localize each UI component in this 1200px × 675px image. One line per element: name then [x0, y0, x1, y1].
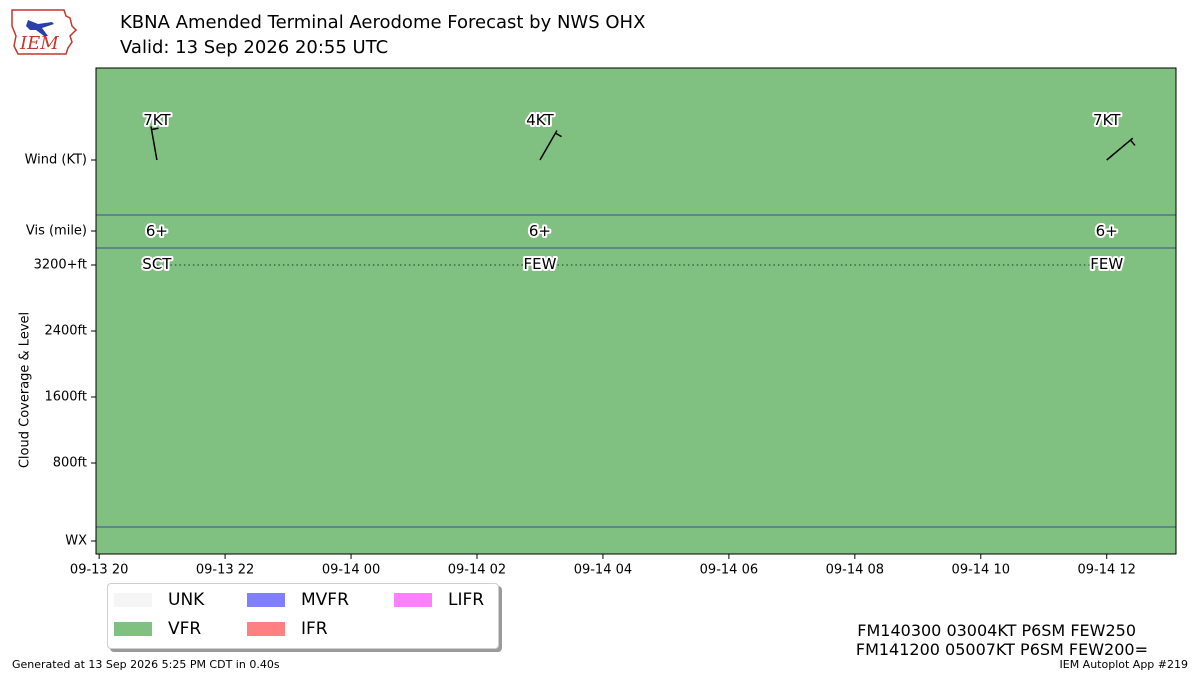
y-tick-cloud-2-label: 1600ft: [44, 390, 87, 405]
legend-label-unk: UNK: [168, 590, 205, 610]
wind-barb-2-staff: [1106, 137, 1134, 161]
iem-logo: IEM: [11, 9, 78, 55]
x-tick-5-label: 09-14 06: [700, 563, 758, 578]
x-tick-2-label: 09-14 00: [322, 563, 380, 578]
plot-frame: [95, 67, 1177, 555]
vis-label-0: 6+: [146, 222, 168, 240]
legend-swatch-ifr: [247, 622, 285, 636]
y-tick-cloud-3-label: 800ft: [53, 456, 87, 471]
legend: UNK MVFR LIFR VFR IFR: [107, 583, 499, 649]
x-tick-3-label: 09-14 02: [448, 563, 506, 578]
sky-label-0: SCT: [142, 255, 172, 273]
taf-chart: Wind (KT) Vis (mile) WX 3200+ft 2400ft 1600ft…: [18, 67, 1177, 578]
vis-label-1: 6+: [529, 222, 551, 240]
y-tick-vis-label: Vis (mile): [26, 224, 87, 239]
y-tick-wx-label: WX: [65, 534, 87, 549]
taf-line-1: FM140300 03004KT P6SM FEW250: [857, 621, 1136, 640]
app-credit: IEM Autoplot App #219: [1059, 658, 1189, 671]
y-tick-wind-label: Wind (KT): [25, 153, 87, 168]
wind-barb-1-staff: [539, 130, 558, 161]
legend-swatch-mvfr: [247, 593, 285, 607]
legend-item-lifr: LIFR: [394, 590, 484, 610]
legend-item-ifr: IFR: [247, 619, 328, 639]
legend-item-vfr: VFR: [114, 619, 201, 639]
wind-label-1: 4KT: [526, 111, 554, 129]
x-tick-8-label: 09-14 12: [1078, 563, 1136, 578]
x-tick-4-label: 09-14 04: [574, 563, 632, 578]
wind-label-0: 7KT: [143, 111, 171, 129]
y-tick-cloud-0-label: 3200+ft: [34, 258, 87, 273]
wind-barb-0-flag: [151, 127, 159, 131]
y-axis-title: Cloud Coverage & Level: [18, 312, 33, 468]
legend-label-mvfr: MVFR: [301, 590, 349, 610]
x-tick-7-label: 09-14 10: [952, 563, 1010, 578]
wind-barb-2-flag: [1129, 139, 1136, 146]
sky-label-1: FEW: [523, 255, 556, 273]
legend-swatch-unk: [114, 593, 152, 607]
legend-swatch-lifr: [394, 593, 432, 607]
generated-note: Generated at 13 Sep 2026 5:25 PM CDT in …: [12, 658, 280, 671]
legend-label-vfr: VFR: [168, 619, 202, 639]
legend-swatch-vfr: [114, 622, 152, 636]
y-tick-cloud-1-label: 2400ft: [44, 324, 87, 339]
wind-barb-1-flag: [555, 132, 562, 138]
legend-item-unk: UNK: [114, 590, 204, 610]
wind-label-2: 7KT: [1093, 111, 1121, 129]
logo-text: IEM: [19, 33, 59, 54]
taf-line-2: FM141200 05007KT P6SM FEW200=: [855, 640, 1148, 659]
x-tick-6-label: 09-14 08: [826, 563, 884, 578]
legend-label-ifr: IFR: [301, 619, 328, 639]
legend-label-lifr: LIFR: [448, 590, 485, 610]
wind-barb-0-staff: [150, 126, 158, 161]
vis-label-2: 6+: [1096, 222, 1118, 240]
chart-title: KBNA Amended Terminal Aerodome Forecast …: [120, 12, 646, 33]
x-tick-1-label: 09-13 22: [196, 563, 254, 578]
plane-icon: [26, 20, 54, 36]
chart-subtitle: Valid: 13 Sep 2026 20:55 UTC: [120, 37, 389, 58]
vfr-background: [96, 68, 1176, 554]
x-tick-0-label: 09-13 20: [70, 563, 128, 578]
sky-label-2: FEW: [1090, 255, 1123, 273]
legend-item-mvfr: MVFR: [247, 590, 349, 610]
